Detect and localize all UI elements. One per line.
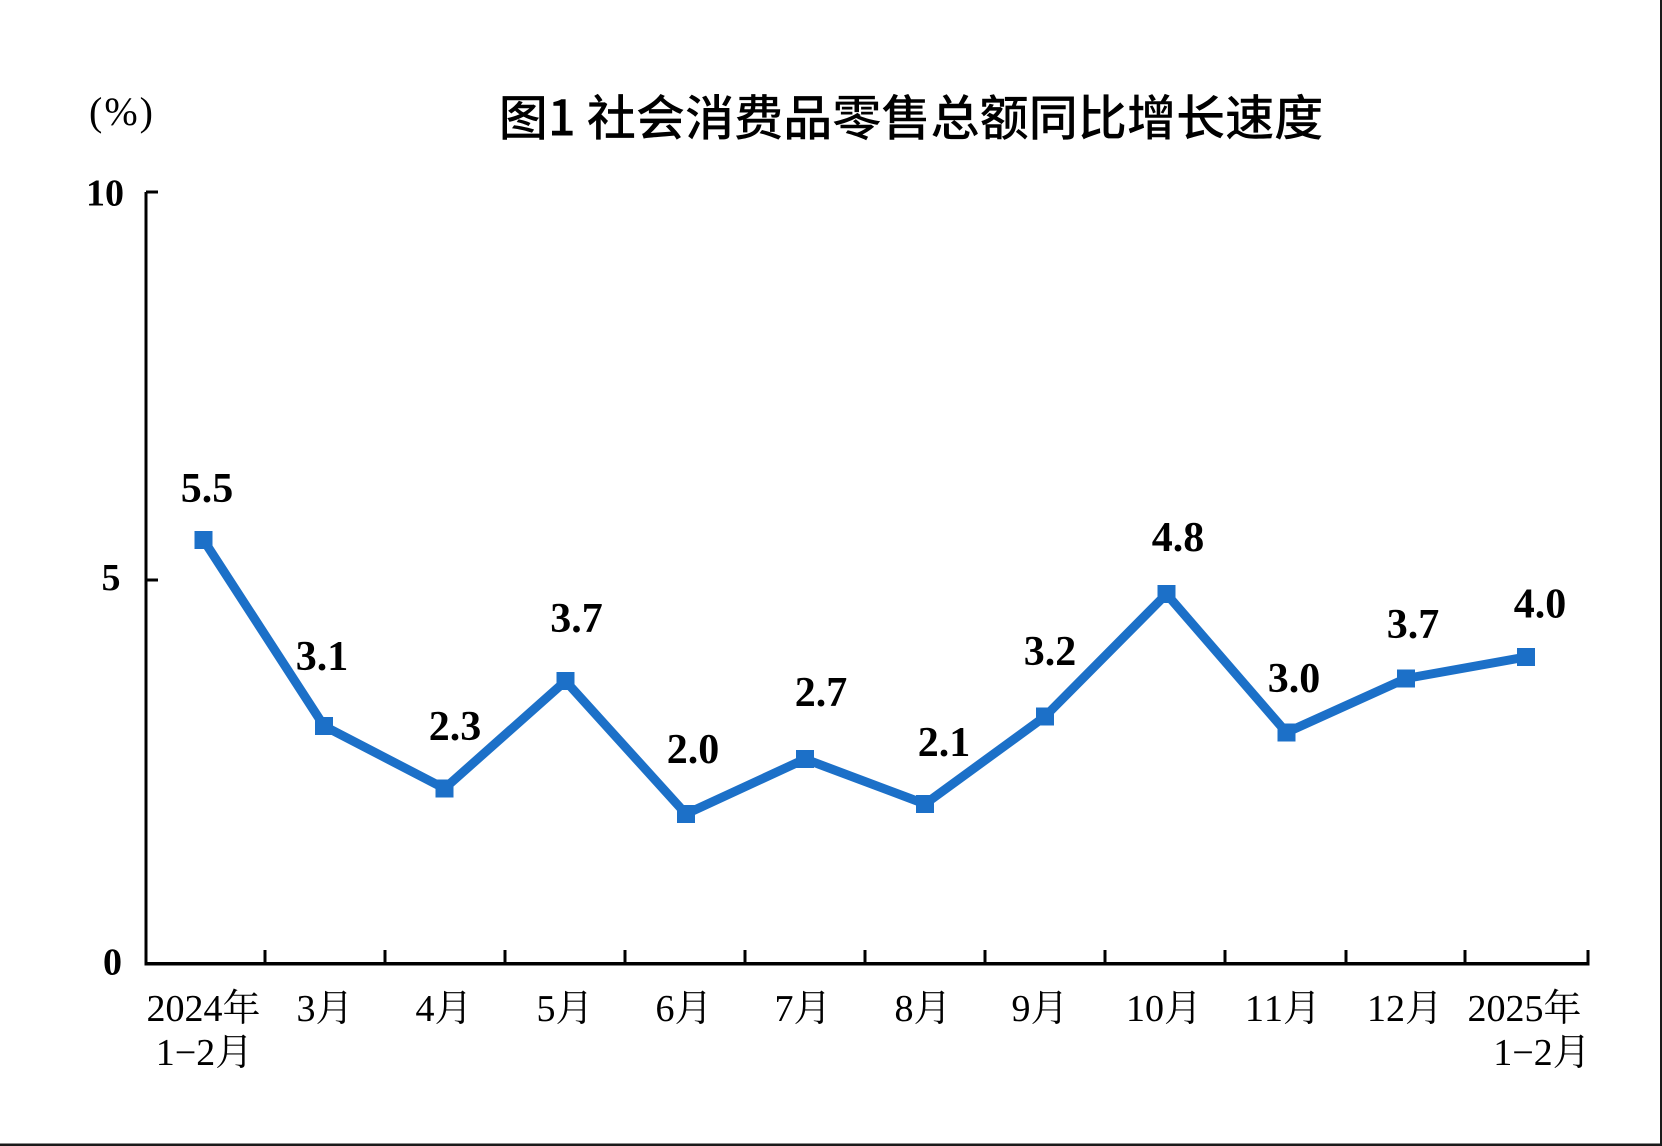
svg-text:(%): (%) [89, 89, 155, 134]
svg-text:10: 10 [86, 173, 124, 215]
svg-text:0: 0 [103, 942, 122, 984]
svg-text:4.0: 4.0 [1514, 582, 1567, 628]
svg-text:2.1: 2.1 [918, 720, 971, 766]
svg-text:3.7: 3.7 [1387, 602, 1440, 648]
svg-text:4.8: 4.8 [1152, 515, 1205, 561]
svg-text:3.1: 3.1 [296, 634, 349, 680]
svg-text:5.5: 5.5 [181, 466, 234, 512]
svg-text:3.2: 3.2 [1024, 629, 1077, 675]
svg-text:2.0: 2.0 [667, 727, 720, 773]
svg-text:3.0: 3.0 [1268, 656, 1321, 702]
svg-text:2.3: 2.3 [429, 704, 482, 750]
svg-text:5: 5 [102, 557, 121, 599]
svg-text:2.7: 2.7 [795, 670, 848, 716]
svg-text:3.7: 3.7 [550, 596, 603, 642]
